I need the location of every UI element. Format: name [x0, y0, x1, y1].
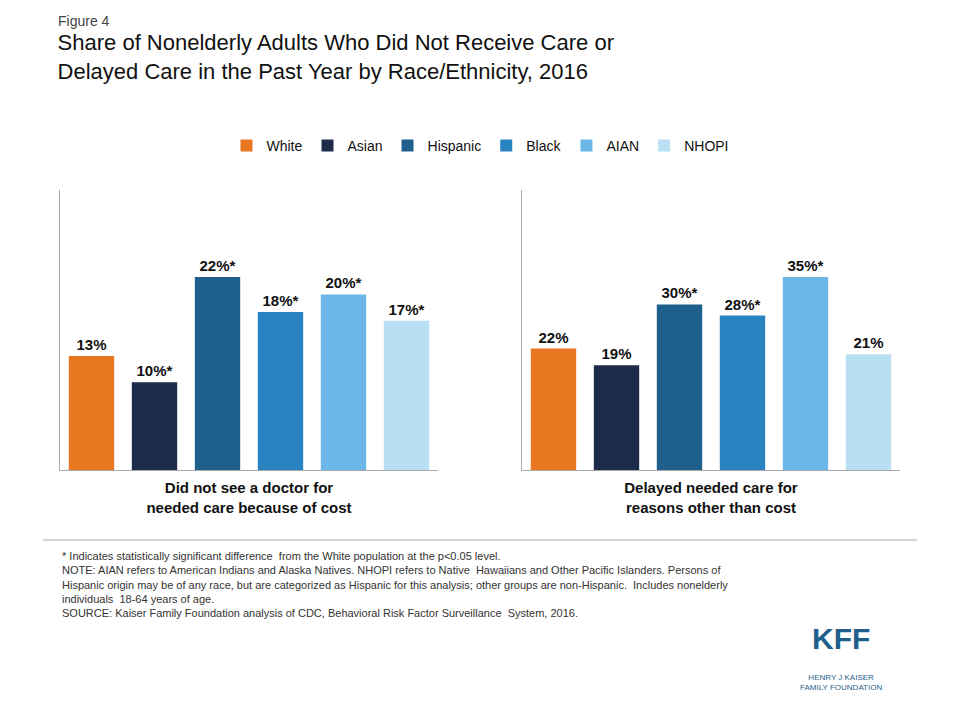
svg-text:Black: Black	[526, 138, 561, 154]
svg-text:18%*: 18%*	[262, 292, 298, 309]
svg-text:KFF: KFF	[812, 622, 870, 655]
svg-text:22%*: 22%*	[199, 257, 235, 274]
svg-text:35%*: 35%*	[787, 257, 823, 274]
svg-text:Asian: Asian	[348, 138, 383, 154]
svg-text:13%: 13%	[76, 336, 106, 353]
svg-text:HENRY J KAISERFAMILY FOUNDATIO: HENRY J KAISERFAMILY FOUNDATION	[800, 673, 882, 692]
svg-text:Did not see a doctor forneeded: Did not see a doctor forneeded care beca…	[146, 479, 351, 516]
svg-text:21%: 21%	[853, 334, 883, 351]
svg-text:Delayed needed care forreasons: Delayed needed care forreasons other tha…	[624, 479, 798, 516]
svg-text:Share of Nonelderly Adults Who: Share of Nonelderly Adults Who Did Not R…	[58, 30, 614, 84]
svg-text:Hispanic: Hispanic	[428, 138, 482, 154]
svg-text:17%*: 17%*	[388, 301, 424, 318]
svg-text:White: White	[267, 138, 303, 154]
svg-text:NHOPI: NHOPI	[684, 138, 728, 154]
svg-text:20%*: 20%*	[325, 274, 361, 291]
svg-text:AIAN: AIAN	[606, 138, 639, 154]
svg-text:* Indicates statistically sign: * Indicates statistically significant di…	[62, 550, 728, 619]
svg-text:Figure 4: Figure 4	[58, 13, 110, 29]
svg-text:22%: 22%	[538, 329, 568, 346]
svg-text:19%: 19%	[601, 345, 631, 362]
svg-text:30%*: 30%*	[661, 284, 697, 301]
svg-text:10%*: 10%*	[136, 362, 172, 379]
svg-text:28%*: 28%*	[724, 296, 760, 313]
